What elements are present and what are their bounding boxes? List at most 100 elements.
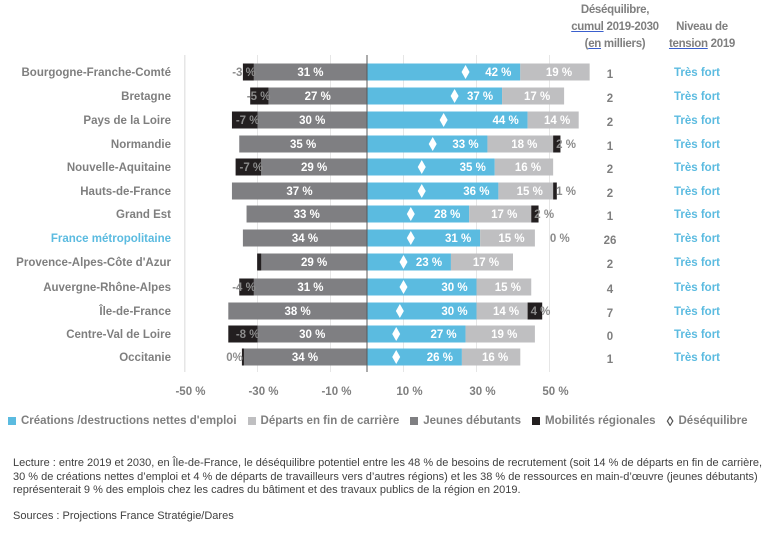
desequilibre-cumul-value: 2 (607, 93, 613, 105)
bar-label-mobilites: 2 % (534, 209, 554, 221)
legend-swatch-creations (8, 417, 16, 425)
bar-label-jeunes: 29 % (301, 162, 327, 174)
category-label: Hauts-de-France (80, 186, 171, 198)
bar-departs (487, 135, 554, 153)
bar-departs (494, 158, 554, 176)
header-tension-word: tension (668, 38, 708, 50)
header-cumul-link: cumul (571, 21, 604, 33)
category-label: Bretagne (121, 91, 171, 103)
bar-label-mobilites: -5 % (247, 91, 271, 103)
legend-item-jeunes: Jeunes débutants (410, 415, 521, 427)
category-label: Pays de la Loire (83, 115, 171, 127)
header-desequilibre: Déséquilibre, cumul 2019-2030 (en millie… (560, 2, 670, 53)
bar-departs (476, 278, 532, 296)
category-label: Auvergne-Rhône-Alpes (43, 282, 171, 294)
bar-label-departs: 17 % (491, 209, 517, 221)
legend: Créations /destructions nettes d'emploi … (8, 413, 759, 429)
desequilibre-cumul-value: 1 (607, 211, 614, 223)
tension-level: Très fort (674, 209, 720, 221)
bar-mobilites (553, 182, 557, 200)
x-tick-label: 10 % (396, 386, 422, 398)
bar-departs (465, 325, 535, 343)
desequilibre-cumul-value: 4 (607, 284, 614, 296)
bar-label-jeunes: 31 % (297, 282, 323, 294)
desequilibre-cumul-value: 1 (607, 141, 614, 153)
bar-label-creations: 44 % (492, 115, 518, 127)
desequilibre-cumul-value: 26 (604, 235, 617, 247)
desequilibre-cumul-value: 2 (607, 117, 613, 129)
bar-label-creations: 33 % (452, 139, 478, 151)
bar-label-creations: 26 % (427, 352, 453, 364)
bar-creations (367, 348, 462, 366)
bar-label-jeunes: 31 % (297, 67, 323, 79)
bar-jeunes (257, 111, 367, 129)
tension-level: Très fort (674, 67, 720, 79)
bar-label-jeunes: 33 % (294, 209, 320, 221)
bar-jeunes (239, 135, 367, 153)
bar-creations (367, 325, 466, 343)
bar-label-departs: 14 % (493, 306, 519, 318)
bar-label-jeunes: 37 % (286, 186, 312, 198)
bar-mobilites (239, 278, 254, 296)
bar-label-mobilites: 0% (226, 352, 243, 364)
header-desequilibre-line1: Déséquilibre, (580, 4, 650, 16)
bar-jeunes (261, 253, 367, 271)
bar-jeunes (268, 87, 367, 105)
legend-label-jeunes: Jeunes débutants (423, 415, 522, 427)
bar-jeunes (253, 278, 367, 296)
diamond-icon: ◊ (666, 413, 674, 429)
header-tension: Niveau de tension 2019 (660, 19, 744, 53)
bar-jeunes (246, 205, 367, 223)
bar-mobilites (250, 87, 269, 105)
tension-level: Très fort (674, 257, 720, 269)
sources-note: Sources : Projections France Stratégie/D… (13, 510, 234, 522)
bar-creations (367, 158, 495, 176)
bar-label-departs: 16 % (515, 162, 541, 174)
desequilibre-marker (428, 137, 437, 151)
tension-level: Très fort (674, 306, 720, 318)
desequilibre-cumul-value: 0 (607, 331, 613, 343)
bar-label-departs: 15 % (495, 282, 521, 294)
desequilibre-cumul-value: 2 (607, 259, 613, 271)
category-label: Nouvelle-Aquitaine (67, 162, 171, 174)
bar-label-mobilites: -7 % (239, 162, 263, 174)
category-label: Bourgogne-Franche-Comté (22, 67, 172, 79)
bar-creations (367, 253, 451, 271)
bar-label-jeunes: 30 % (299, 115, 325, 127)
bar-label-creations: 31 % (445, 233, 471, 245)
legend-label-creations: Créations /destructions nettes d'emploi (21, 415, 237, 427)
tension-level: Très fort (674, 115, 720, 127)
bar-label-creations: 42 % (485, 67, 511, 79)
tension-level: Très fort (674, 282, 720, 294)
header-tension-year: 2019 (707, 38, 736, 50)
bar-label-creations: 30 % (441, 306, 467, 318)
bar-label-mobilites: 1 % (556, 186, 576, 198)
legend-item-departs: Départs en fin de carrière (247, 415, 400, 427)
bar-label-departs: 19 % (546, 67, 572, 79)
bar-jeunes (242, 348, 367, 366)
header-tension-line1: Niveau de (676, 21, 728, 33)
bar-departs (469, 205, 532, 223)
bar-creations (367, 63, 521, 81)
bar-label-creations: 30 % (441, 282, 467, 294)
tension-level: Très fort (674, 329, 720, 341)
desequilibre-marker (399, 280, 408, 294)
desequilibre-marker (399, 255, 408, 269)
tension-level: Très fort (674, 91, 720, 103)
x-tick-label: 30 % (469, 386, 495, 398)
bar-jeunes (231, 182, 367, 200)
bar-label-creations: 28 % (434, 209, 460, 221)
bar-label-mobilites: 0 % (550, 233, 570, 245)
tension-level: Très fort (674, 186, 720, 198)
bar-label-departs: 17 % (473, 257, 499, 269)
legend-label-departs: Départs en fin de carrière (260, 415, 400, 427)
bar-label-jeunes: 35 % (290, 139, 316, 151)
bar-creations (367, 229, 481, 247)
bar-departs (450, 253, 513, 271)
bar-label-creations: 27 % (430, 329, 456, 341)
bar-label-jeunes: 30 % (299, 329, 325, 341)
chart: Bourgogne-Franche-Comté 31 % 42 % 19 %-3 % 1… (16, 55, 720, 398)
category-label: Île-de-France (98, 305, 171, 318)
legend-label-desequilibre: Déséquilibre (678, 415, 748, 427)
desequilibre-marker (450, 89, 459, 103)
